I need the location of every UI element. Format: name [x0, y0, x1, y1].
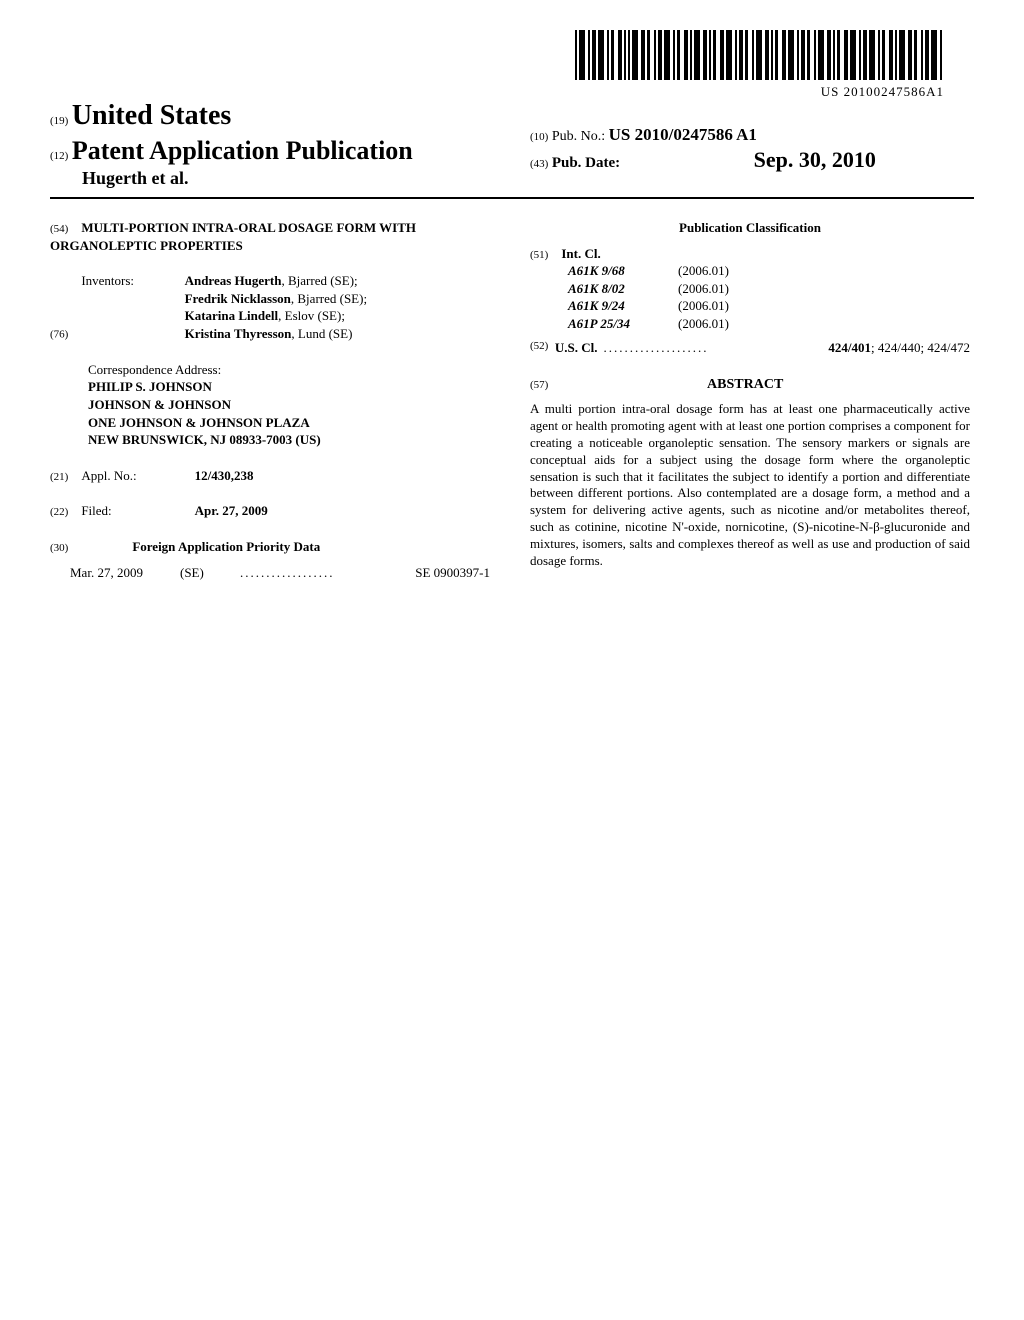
country-num: (19) [50, 115, 68, 127]
uscl-rest: ; 424/440; 424/472 [871, 340, 970, 355]
abstract-num: (57) [530, 379, 548, 391]
dots-leader: .................. [240, 564, 380, 582]
filed-block: (22) Filed: Apr. 27, 2009 [50, 502, 490, 520]
abstract-title: ABSTRACT [552, 376, 939, 395]
intcl-num: (51) [530, 249, 548, 261]
inventor-name: Fredrik Nicklasson [185, 291, 291, 306]
correspondence-line: ONE JOHNSON & JOHNSON PLAZA [88, 414, 490, 432]
pub-no-label: Pub. No.: [552, 129, 605, 144]
appl-no-label: Appl. No.: [81, 467, 171, 485]
inventor-name: Kristina Thyresson [185, 326, 292, 341]
intcl-year: (2006.01) [678, 315, 778, 333]
foreign-num: (30) [50, 542, 68, 554]
intcl-code: A61K 8/02 [568, 280, 678, 298]
inventors-names: Andreas Hugerth, Bjarred (SE); Fredrik N… [185, 272, 485, 342]
intcl-block: (51) Int. Cl. A61K 9/68(2006.01)A61K 8/0… [530, 245, 970, 333]
pub-no-value: US 2010/0247586 A1 [609, 125, 757, 144]
correspondence-line: JOHNSON & JOHNSON [88, 396, 490, 414]
pub-date-label: Pub. Date: [552, 155, 620, 171]
pub-date-num: (43) [530, 158, 548, 170]
uscl-bold: 424/401 [828, 340, 871, 355]
inventor-name: Katarina Lindell [185, 308, 279, 323]
intcl-row: A61P 25/34(2006.01) [568, 315, 970, 333]
foreign-country: (SE) [180, 564, 240, 582]
pub-date-value: Sep. 30, 2010 [754, 147, 876, 172]
inventors-block: (76) Inventors: Andreas Hugerth, Bjarred… [50, 272, 490, 342]
correspondence-label: Correspondence Address: [88, 361, 490, 379]
appl-no-value: 12/430,238 [195, 468, 254, 483]
title-num: (54) [50, 223, 68, 235]
intcl-code: A61K 9/68 [568, 262, 678, 280]
correspondence-block: Correspondence Address: PHILIP S. JOHNSO… [88, 361, 490, 449]
barcode-region: US 20100247586A1 [575, 30, 944, 100]
abstract-body: A multi portion intra-oral dosage form h… [530, 401, 970, 570]
header-right: (10) Pub. No.: US 2010/0247586 A1 (43) P… [530, 125, 876, 173]
main-columns: (54) MULTI-PORTION INTRA-ORAL DOSAGE FOR… [50, 219, 974, 582]
title-block: (54) MULTI-PORTION INTRA-ORAL DOSAGE FOR… [50, 219, 490, 254]
country-name: United States [72, 100, 231, 131]
pub-type: Patent Application Publication [72, 136, 413, 165]
correspondence-line: PHILIP S. JOHNSON [88, 378, 490, 396]
intcl-code: A61P 25/34 [568, 315, 678, 333]
intcl-year: (2006.01) [678, 297, 778, 315]
foreign-number: SE 0900397-1 [380, 564, 490, 582]
left-column: (54) MULTI-PORTION INTRA-ORAL DOSAGE FOR… [50, 219, 490, 582]
barcode-text: US 20100247586A1 [575, 84, 944, 100]
foreign-date: Mar. 27, 2009 [70, 564, 180, 582]
intcl-row: A61K 9/24(2006.01) [568, 297, 970, 315]
appl-no-num: (21) [50, 471, 68, 483]
intcl-label: Int. Cl. [561, 246, 600, 261]
intcl-code: A61K 9/24 [568, 297, 678, 315]
barcode-graphic [575, 30, 944, 80]
uscl-block: (52) U.S. Cl. .................... 424/4… [530, 339, 970, 357]
pub-no-num: (10) [530, 131, 548, 143]
uscl-values: 424/401; 424/440; 424/472 [828, 339, 970, 357]
inventor-name: Andreas Hugerth [185, 273, 282, 288]
inventors-num: (76) [50, 329, 68, 341]
uscl-label: U.S. Cl. [555, 339, 598, 357]
appl-no-block: (21) Appl. No.: 12/430,238 [50, 467, 490, 485]
pub-class-title: Publication Classification [530, 219, 970, 237]
inventors-label: Inventors: [81, 272, 181, 290]
foreign-priority-block: (30) Foreign Application Priority Data M… [50, 538, 490, 581]
patent-title: MULTI-PORTION INTRA-ORAL DOSAGE FORM WIT… [50, 220, 416, 253]
foreign-title: Foreign Application Priority Data [132, 539, 320, 554]
pub-type-num: (12) [50, 150, 68, 162]
intcl-year: (2006.01) [678, 262, 778, 280]
header-divider [50, 197, 974, 199]
filed-num: (22) [50, 506, 68, 518]
intcl-row: A61K 9/68(2006.01) [568, 262, 970, 280]
uscl-num: (52) [530, 339, 548, 357]
abstract-block: (57) ABSTRACT A multi portion intra-oral… [530, 366, 970, 570]
filed-value: Apr. 27, 2009 [195, 503, 268, 518]
correspondence-line: NEW BRUNSWICK, NJ 08933-7003 (US) [88, 431, 490, 449]
dots-leader: .................... [597, 339, 828, 357]
intcl-year: (2006.01) [678, 280, 778, 298]
intcl-row: A61K 8/02(2006.01) [568, 280, 970, 298]
filed-label: Filed: [81, 502, 171, 520]
right-column: Publication Classification (51) Int. Cl.… [530, 219, 970, 582]
